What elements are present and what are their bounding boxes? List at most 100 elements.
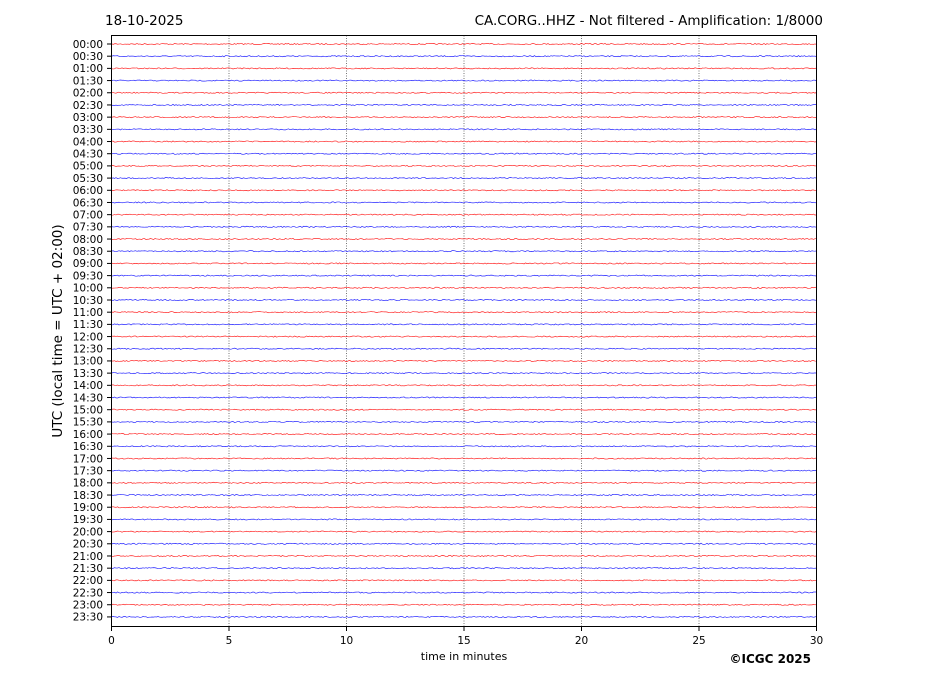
trace-0430 xyxy=(111,152,817,155)
y-tick-label: 09:30 xyxy=(73,270,103,282)
y-tick-label: 11:00 xyxy=(73,307,103,319)
y-tick-label: 02:00 xyxy=(73,88,103,100)
trace-0630 xyxy=(111,201,817,204)
y-tick-label: 04:30 xyxy=(73,149,103,161)
y-tick-label: 21:00 xyxy=(73,551,103,563)
x-tick-label: 20 xyxy=(575,635,588,647)
trace-0730 xyxy=(111,225,817,228)
y-ticks: 00:0000:3001:0001:3002:0002:3003:0003:30… xyxy=(73,39,112,624)
trace-1600 xyxy=(111,433,817,436)
copyright: ©ICGC 2025 xyxy=(729,652,811,666)
trace-1800 xyxy=(111,481,817,484)
trace-0000 xyxy=(111,42,817,46)
trace-2300 xyxy=(111,603,817,606)
y-tick-label: 01:30 xyxy=(73,75,103,87)
x-tick-label: 10 xyxy=(340,635,353,647)
y-tick-label: 03:00 xyxy=(73,112,103,124)
y-tick-label: 00:00 xyxy=(73,39,103,51)
y-tick-label: 01:00 xyxy=(73,63,103,75)
y-tick-label: 12:00 xyxy=(73,331,103,343)
y-tick-label: 20:00 xyxy=(73,526,103,538)
x-tick-label: 25 xyxy=(692,635,705,647)
trace-0030 xyxy=(111,55,817,58)
trace-1930 xyxy=(111,518,817,521)
trace-1130 xyxy=(111,323,817,326)
y-tick-label: 07:00 xyxy=(73,209,103,221)
y-tick-label: 10:00 xyxy=(73,283,103,295)
y-tick-label: 06:30 xyxy=(73,197,103,209)
y-tick-label: 02:30 xyxy=(73,100,103,112)
trace-1530 xyxy=(111,420,817,423)
y-tick-label: 20:30 xyxy=(73,539,103,551)
trace-0100 xyxy=(111,67,817,70)
y-tick-label: 19:00 xyxy=(73,502,103,514)
trace-0130 xyxy=(111,79,817,82)
trace-0200 xyxy=(111,91,817,94)
trace-1630 xyxy=(111,445,817,448)
trace-2230 xyxy=(111,591,817,594)
y-tick-label: 22:00 xyxy=(73,575,103,587)
x-tick-label: 30 xyxy=(810,635,823,647)
y-tick-label: 19:30 xyxy=(73,514,103,526)
chart-title: CA.CORG..HHZ - Not filtered - Amplificat… xyxy=(475,13,823,29)
trace-0830 xyxy=(111,250,817,253)
trace-0400 xyxy=(111,140,817,143)
y-tick-label: 18:00 xyxy=(73,478,103,490)
y-tick-label: 14:30 xyxy=(73,392,103,404)
trace-0600 xyxy=(111,189,817,192)
y-tick-label: 16:30 xyxy=(73,441,103,453)
trace-0900 xyxy=(111,262,817,265)
y-axis-label: UTC (local time = UTC + 02:00) xyxy=(50,224,66,437)
y-tick-label: 13:30 xyxy=(73,368,103,380)
trace-1230 xyxy=(111,347,817,350)
y-tick-label: 15:00 xyxy=(73,405,103,417)
y-tick-label: 18:30 xyxy=(73,490,103,502)
trace-2030 xyxy=(111,542,817,545)
y-tick-label: 00:30 xyxy=(73,51,103,63)
trace-1030 xyxy=(111,299,817,302)
trace-2000 xyxy=(111,530,817,533)
trace-1300 xyxy=(111,359,817,362)
y-tick-label: 22:30 xyxy=(73,587,103,599)
x-tick-label: 0 xyxy=(108,635,115,647)
trace-1730 xyxy=(111,469,817,472)
y-tick-label: 14:00 xyxy=(73,380,103,392)
trace-0800 xyxy=(111,238,817,241)
trace-2130 xyxy=(111,567,817,570)
trace-0930 xyxy=(111,274,817,277)
y-tick-label: 15:30 xyxy=(73,417,103,429)
y-tick-label: 11:30 xyxy=(73,319,103,331)
y-tick-label: 23:00 xyxy=(73,600,103,612)
x-ticks: 0 5 10 15 20 25 30 xyxy=(108,626,823,647)
trace-0300 xyxy=(111,116,817,119)
trace-0330 xyxy=(111,128,817,131)
trace-0700 xyxy=(111,213,817,216)
grid-lines xyxy=(228,35,700,627)
y-tick-label: 05:00 xyxy=(73,161,103,173)
trace-1400 xyxy=(111,384,817,387)
trace-1200 xyxy=(111,335,817,338)
y-tick-label: 17:00 xyxy=(73,453,103,465)
trace-1330 xyxy=(111,372,817,375)
y-tick-label: 03:30 xyxy=(73,124,103,136)
y-tick-label: 08:30 xyxy=(73,246,103,258)
y-tick-label: 16:00 xyxy=(73,429,103,441)
trace-1900 xyxy=(111,506,817,509)
y-tick-label: 07:30 xyxy=(73,222,103,234)
x-tick-label: 15 xyxy=(457,635,470,647)
y-tick-label: 23:30 xyxy=(73,612,103,624)
y-tick-label: 05:30 xyxy=(73,173,103,185)
trace-1700 xyxy=(111,457,817,460)
y-tick-label: 04:00 xyxy=(73,136,103,148)
y-tick-label: 08:00 xyxy=(73,234,103,246)
trace-1100 xyxy=(111,311,817,314)
trace-0530 xyxy=(111,177,817,180)
trace-1430 xyxy=(111,396,817,399)
trace-2200 xyxy=(111,579,817,582)
y-tick-label: 12:30 xyxy=(73,344,103,356)
trace-1000 xyxy=(111,286,817,289)
trace-2330 xyxy=(111,615,817,618)
y-tick-label: 13:00 xyxy=(73,356,103,368)
y-tick-label: 09:00 xyxy=(73,258,103,270)
